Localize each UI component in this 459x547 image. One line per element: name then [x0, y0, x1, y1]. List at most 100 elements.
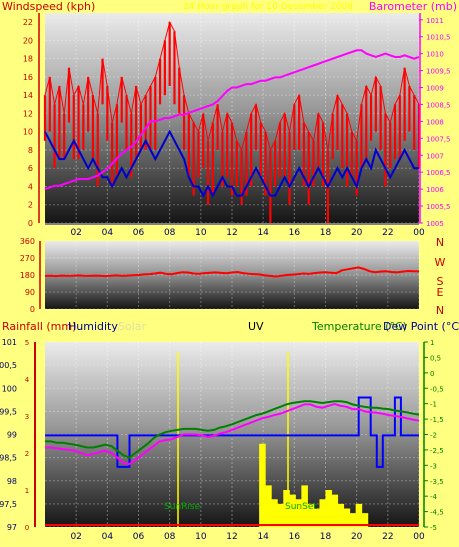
- solar-bar: [319, 499, 326, 527]
- x-tick-label: 14: [257, 228, 269, 238]
- wind-direction-line: [44, 266, 420, 278]
- solar-title: Solar: [118, 320, 147, 333]
- solar-bar: [265, 485, 272, 527]
- solar-bar: [355, 503, 363, 527]
- y-mid-tick-label: 1: [25, 487, 29, 495]
- y-left-tick-label: 0: [28, 219, 33, 228]
- y-right-tick-label: -5: [430, 524, 437, 532]
- y-mid-tick-label: 3: [25, 413, 29, 421]
- graph-date-title: 24 Hour graph for 10 December 2008: [183, 2, 353, 12]
- y-right-tick-label: -3,5: [430, 478, 444, 486]
- y-right-tick-label: 1006,5: [426, 169, 451, 177]
- y-right-tick-label: 1006: [426, 186, 444, 194]
- x-tick-label: 02: [70, 532, 81, 542]
- temperature-line: [45, 400, 420, 459]
- solar-bar: [307, 503, 314, 527]
- y-right-tick-label: 1008: [426, 118, 444, 126]
- humidity-line: [45, 402, 420, 466]
- y-right-tick-label: 1: [430, 339, 434, 347]
- y-left-tick-label: 99: [7, 431, 17, 440]
- y-left-tick-label: 12: [23, 109, 33, 118]
- y-right-tick-label: 1008,5: [426, 101, 451, 109]
- climate-marks: [45, 352, 420, 527]
- x-tick-label: 20: [351, 228, 363, 238]
- compass-label: W: [435, 256, 446, 269]
- y-right-tick-label: -4: [430, 493, 438, 501]
- direction-axes: 0 90 180 270 360: [20, 237, 41, 314]
- y-tick-label: 180: [20, 271, 35, 280]
- y-right-tick-label: 1005: [426, 220, 444, 228]
- y-left-tick-label: 14: [23, 91, 33, 100]
- x-tick-label: 18: [320, 532, 332, 542]
- x-tick-label: 14: [257, 532, 269, 542]
- y-right-tick-label: -1: [430, 401, 437, 409]
- y-left-tick-label: 98,5: [0, 454, 17, 463]
- solar-bar: [337, 503, 345, 527]
- wind-marks: [43, 20, 421, 223]
- y-right-tick-label: 1007: [426, 152, 444, 160]
- y-right-tick-label: -2: [430, 432, 437, 440]
- y-right-tick-label: 1005,5: [426, 203, 451, 211]
- x-tick-label: 16: [289, 532, 301, 542]
- x-tick-label: 12: [226, 228, 237, 238]
- y-left-tick-label: 8: [28, 146, 33, 155]
- sunset-label: SunSet: [285, 502, 317, 512]
- solar-bar: [295, 499, 302, 527]
- x-tick-label: 20: [351, 532, 363, 542]
- y-right-tick-label: -3: [430, 462, 437, 470]
- average-wind-line: [44, 129, 419, 198]
- rainfall-title: Rainfall (mm): [2, 320, 76, 333]
- x-tick-label: 04: [102, 228, 114, 238]
- solar-bar: [259, 443, 266, 527]
- y-left-tick-label: 22: [23, 18, 33, 27]
- y-right-tick-label: 1009,5: [426, 68, 451, 76]
- y-right-tick-label: -4,5: [430, 509, 444, 517]
- solar-bar: [343, 508, 351, 527]
- compass-label: N: [436, 236, 444, 249]
- x-tick-label: 00: [413, 228, 425, 238]
- y-right-tick-label: 0,5: [430, 354, 441, 362]
- y-right-tick-label: -1,5: [430, 416, 444, 424]
- y-left-tick-label: 98: [7, 477, 17, 486]
- climate-axes: 02 04 06 08 10 12 14 16 18 20 22 009797,59898,59999…: [0, 338, 444, 542]
- y-right-tick-label: 0: [430, 370, 434, 378]
- sunrise-label: SunRise: [164, 502, 201, 512]
- y-left-tick-label: 99,5: [0, 407, 17, 416]
- x-tick-label: 10: [195, 532, 207, 542]
- y-mid-tick-label: 5: [25, 339, 29, 347]
- y-tick-label: 90: [25, 288, 35, 297]
- windspeed-title: Windspeed (kph): [2, 0, 95, 13]
- x-tick-label: 22: [382, 532, 393, 542]
- dewpoint-line: [45, 396, 419, 468]
- y-left-tick-label: 97: [7, 523, 17, 532]
- x-tick-label: 16: [289, 228, 301, 238]
- x-tick-label: 08: [164, 228, 176, 238]
- compass-label: N: [436, 304, 444, 317]
- solar-bar: [271, 499, 278, 527]
- y-mid-tick-label: 2: [25, 450, 29, 458]
- compass-label: E: [437, 286, 444, 299]
- y-left-tick-label: 97,5: [0, 500, 17, 509]
- solar-bar: [277, 503, 284, 527]
- barometer-title: Barometer (mb): [369, 0, 457, 13]
- x-tick-label: 12: [226, 532, 237, 542]
- y-mid-tick-label: 0: [25, 524, 29, 532]
- y-left-tick-label: 101: [2, 338, 17, 347]
- y-right-tick-label: 1011: [426, 17, 444, 25]
- x-tick-label: 00: [413, 532, 425, 542]
- y-left-tick-label: 20: [23, 36, 33, 45]
- y-left-tick-label: 6: [28, 164, 33, 173]
- y-right-tick-label: -2,5: [430, 447, 444, 455]
- x-tick-label: 22: [382, 228, 393, 238]
- wind-axes: 02 04 06 08 10 12 14 16 18 20 22 000246810121416182…: [23, 13, 451, 238]
- y-right-tick-label: 1010: [426, 51, 444, 59]
- y-left-tick-label: 4: [28, 182, 33, 191]
- y-right-tick-label: 1010,5: [426, 34, 451, 42]
- solar-bar: [313, 508, 320, 527]
- y-left-tick-label: 100,5: [0, 361, 17, 370]
- uv-title: UV: [248, 320, 264, 333]
- humidity-title: Humidity: [68, 320, 118, 333]
